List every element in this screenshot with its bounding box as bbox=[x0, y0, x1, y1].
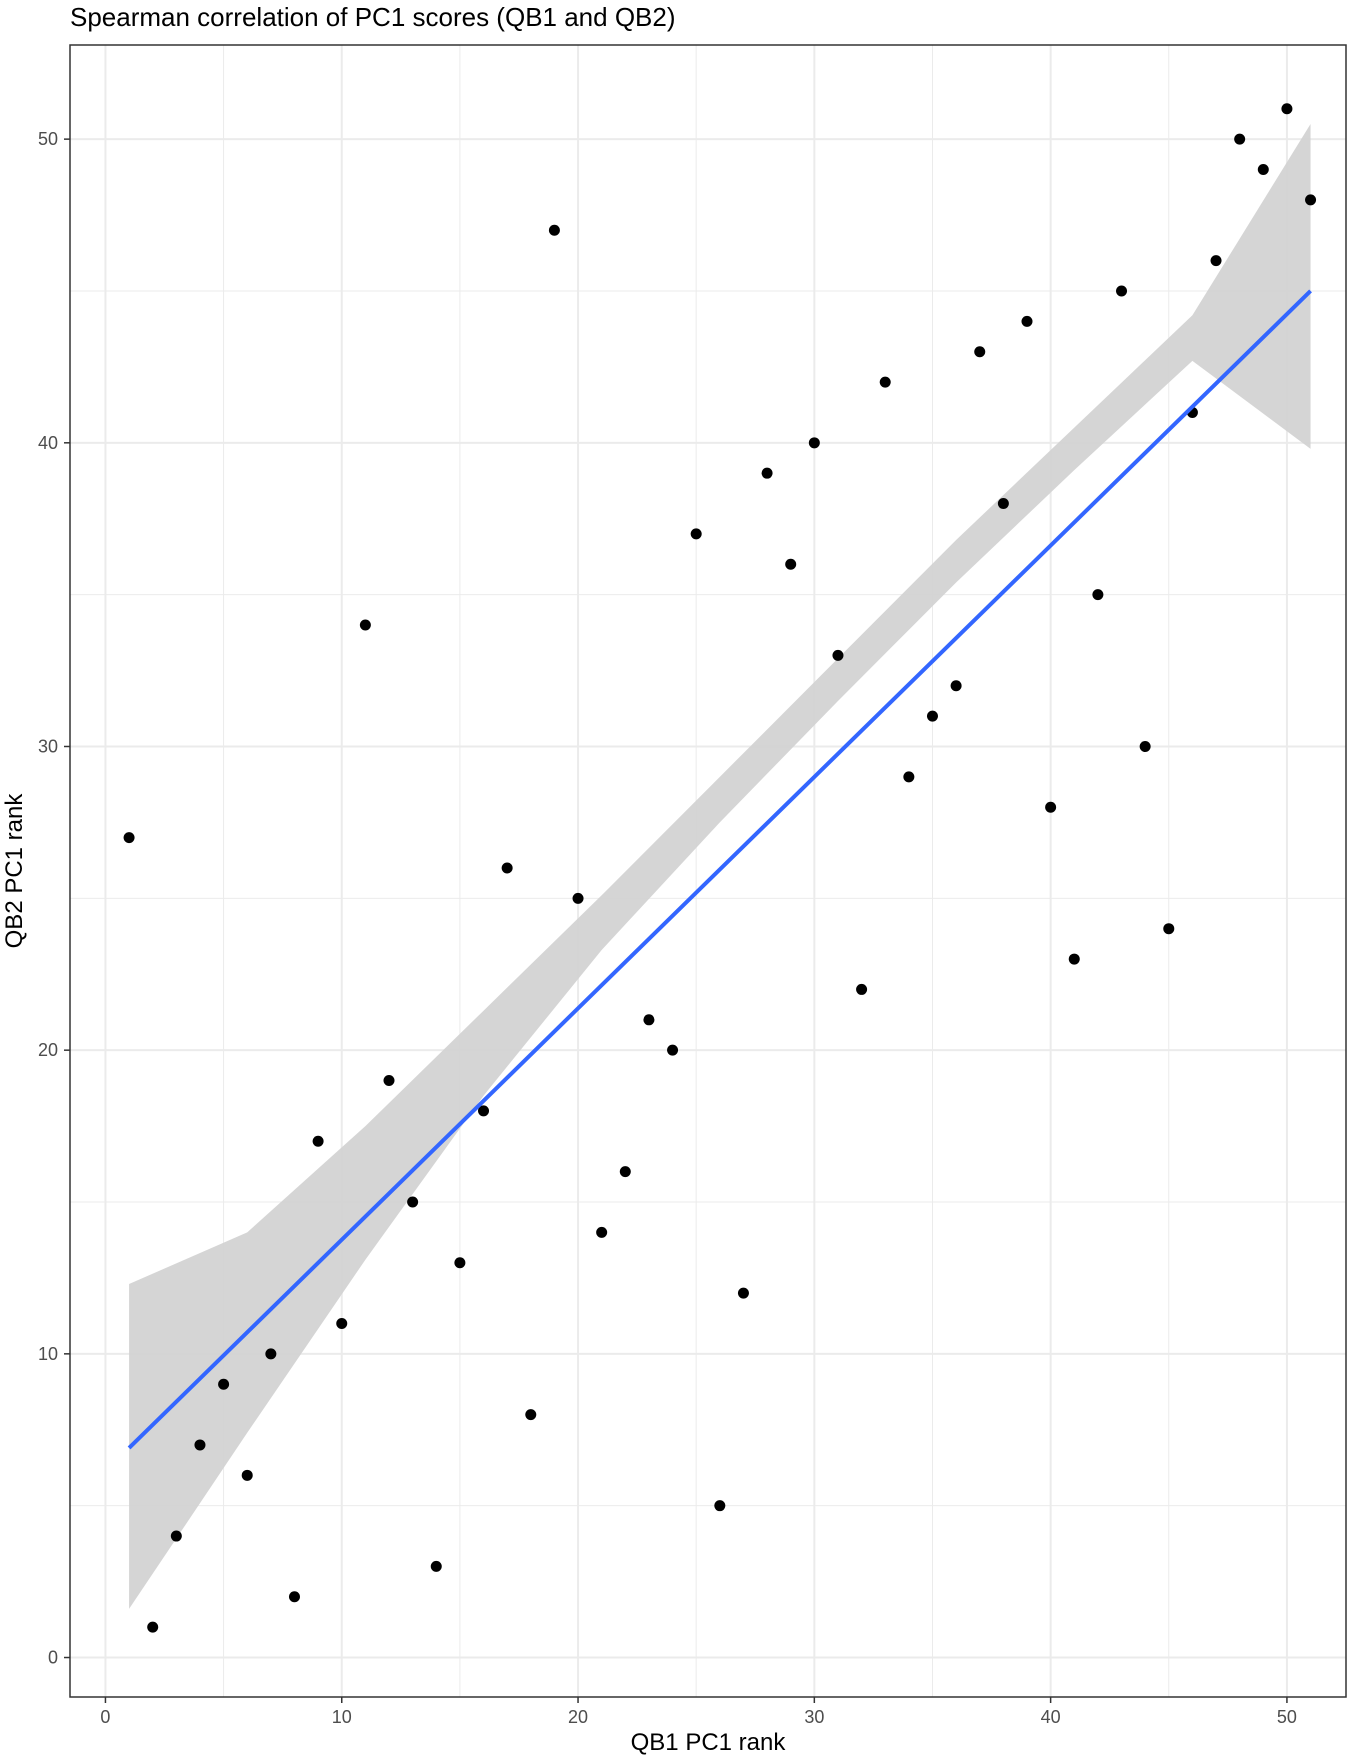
data-point bbox=[667, 1044, 679, 1056]
x-tick-label: 50 bbox=[1277, 1707, 1297, 1727]
data-point bbox=[1116, 285, 1128, 297]
y-tick-label: 20 bbox=[38, 1040, 58, 1060]
data-point bbox=[194, 1439, 206, 1451]
data-point bbox=[1163, 923, 1175, 935]
x-tick-label: 0 bbox=[100, 1707, 110, 1727]
data-point bbox=[1092, 589, 1104, 601]
panel-border bbox=[69, 44, 1347, 1698]
data-point bbox=[619, 1166, 631, 1178]
grid-lines bbox=[70, 45, 1346, 1697]
data-point bbox=[359, 619, 371, 631]
data-point bbox=[265, 1348, 277, 1360]
x-axis-label: QB1 PC1 rank bbox=[631, 1729, 787, 1756]
data-point bbox=[312, 1135, 324, 1147]
x-tick-label: 20 bbox=[568, 1707, 588, 1727]
x-tick-label: 30 bbox=[804, 1707, 824, 1727]
data-point bbox=[1021, 315, 1033, 327]
data-point bbox=[123, 832, 135, 844]
y-axis-label: QB2 PC1 rank bbox=[1, 793, 28, 949]
data-point bbox=[690, 528, 702, 540]
regression-line bbox=[127, 289, 1312, 1450]
y-tick-label: 30 bbox=[38, 736, 58, 756]
data-point bbox=[1281, 103, 1293, 115]
data-point bbox=[997, 498, 1009, 510]
data-point bbox=[241, 1469, 253, 1481]
chart-title: Spearman correlation of PC1 scores (QB1 … bbox=[70, 2, 676, 32]
data-point bbox=[501, 862, 513, 874]
x-axis-ticks: 0 10 20 30 40 50 bbox=[100, 1697, 1297, 1727]
data-point bbox=[1139, 740, 1151, 752]
data-point bbox=[1068, 953, 1080, 965]
data-points bbox=[123, 103, 1317, 1633]
data-point bbox=[596, 1226, 608, 1238]
data-point bbox=[832, 649, 844, 661]
data-point bbox=[572, 892, 584, 904]
data-point bbox=[950, 680, 962, 692]
data-point bbox=[808, 437, 820, 449]
data-point bbox=[478, 1105, 490, 1117]
data-point bbox=[1257, 164, 1269, 176]
confidence-band bbox=[129, 123, 1311, 1609]
data-point bbox=[525, 1409, 537, 1421]
data-point bbox=[856, 983, 868, 995]
data-point bbox=[430, 1560, 442, 1572]
data-point bbox=[147, 1621, 159, 1633]
data-point bbox=[288, 1591, 300, 1603]
data-point bbox=[1210, 255, 1222, 267]
data-point bbox=[218, 1378, 230, 1390]
y-tick-label: 40 bbox=[38, 433, 58, 453]
data-point bbox=[1045, 801, 1057, 813]
x-tick-label: 10 bbox=[332, 1707, 352, 1727]
data-point bbox=[761, 467, 773, 479]
y-axis-ticks: 0 10 20 30 40 50 bbox=[38, 129, 70, 1668]
x-tick-label: 40 bbox=[1041, 1707, 1061, 1727]
y-tick-label: 50 bbox=[38, 129, 58, 149]
data-point bbox=[737, 1287, 749, 1299]
data-point bbox=[1234, 133, 1246, 145]
y-tick-label: 10 bbox=[38, 1344, 58, 1364]
data-point bbox=[336, 1317, 348, 1329]
data-point bbox=[383, 1075, 395, 1087]
data-point bbox=[454, 1257, 466, 1269]
data-point bbox=[879, 376, 891, 388]
data-point bbox=[903, 771, 915, 783]
data-point bbox=[785, 558, 797, 570]
data-point bbox=[170, 1530, 182, 1542]
data-point bbox=[714, 1500, 726, 1512]
data-point bbox=[1305, 194, 1317, 206]
data-point bbox=[548, 224, 560, 236]
y-tick-label: 0 bbox=[48, 1648, 58, 1668]
data-point bbox=[643, 1014, 655, 1026]
data-point bbox=[974, 346, 986, 358]
data-point bbox=[926, 710, 938, 722]
data-point bbox=[407, 1196, 419, 1208]
